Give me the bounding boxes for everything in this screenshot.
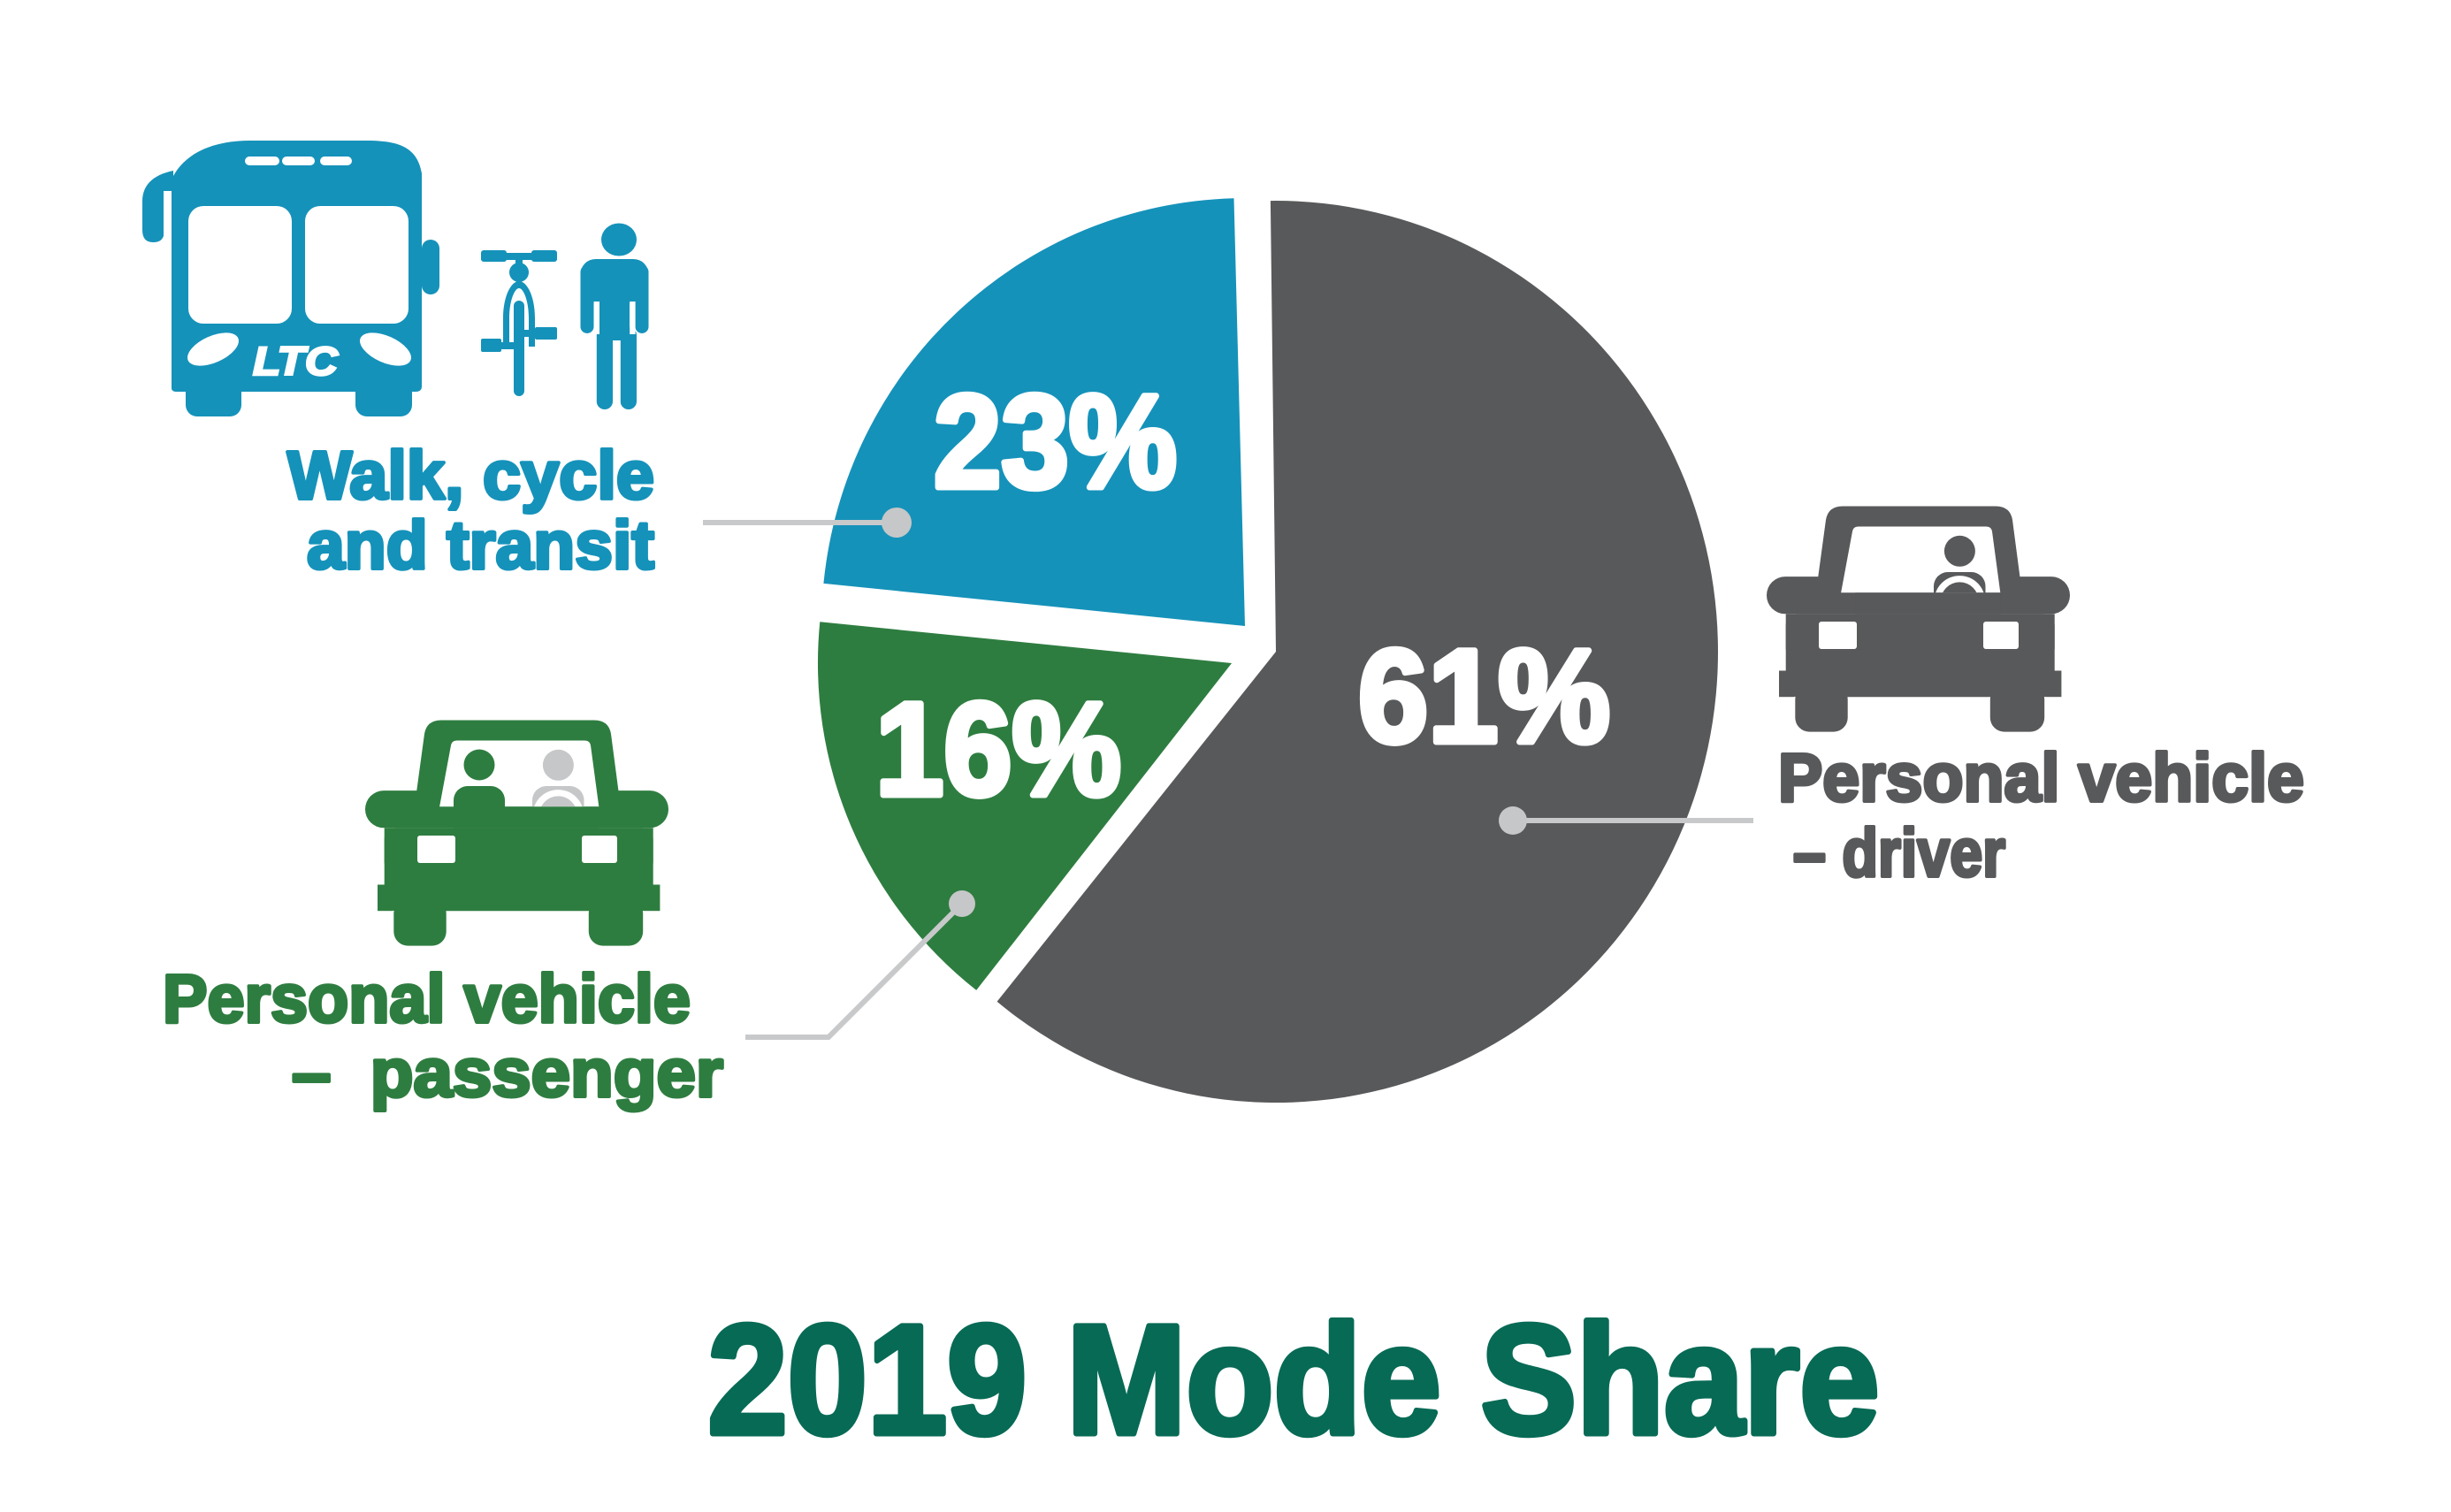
svg-text:Personal vehicle: Personal vehicle — [1778, 740, 2304, 816]
svg-text:16%: 16% — [875, 675, 1121, 823]
svg-text:LTC: LTC — [253, 339, 340, 384]
svg-text:– driver: – driver — [1793, 815, 2005, 891]
svg-text:Personal vehicle: Personal vehicle — [163, 961, 691, 1037]
svg-text:Walk, cycle: Walk, cycle — [287, 438, 654, 514]
svg-text:– passenger: – passenger — [292, 1035, 723, 1111]
svg-text:61%: 61% — [1358, 622, 1610, 770]
svg-text:and transit: and transit — [307, 508, 654, 584]
svg-text:23%: 23% — [934, 367, 1177, 515]
svg-text:2019 Mode Share: 2019 Mode Share — [708, 1294, 1880, 1467]
